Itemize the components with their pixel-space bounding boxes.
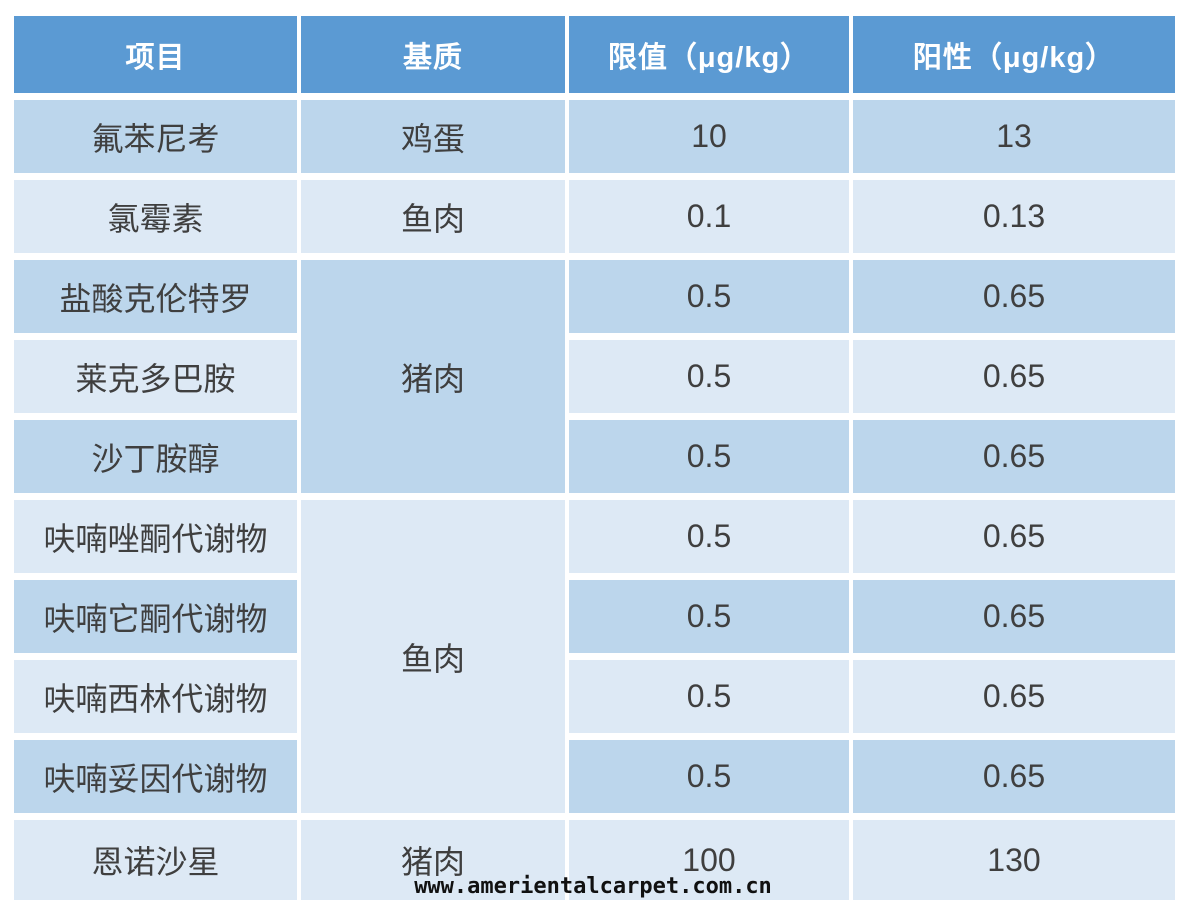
- watermark-url: www.amerientalcarpet.com.cn: [414, 874, 772, 899]
- cell-limit: 0.5: [569, 500, 849, 573]
- cell-limit: 0.5: [569, 580, 849, 653]
- cell-limit: 0.5: [569, 260, 849, 333]
- cell-positive: 13: [853, 100, 1175, 173]
- header-row: 项目 基质 限值（μg/kg） 阳性（μg/kg）: [14, 16, 1175, 93]
- table-row: 呋喃它酮代谢物 0.5 0.65: [14, 580, 1175, 653]
- header-positive: 阳性（μg/kg）: [853, 16, 1175, 93]
- cell-positive: 130: [853, 820, 1175, 900]
- cell-item: 沙丁胺醇: [14, 420, 297, 493]
- residue-limits-table: 项目 基质 限值（μg/kg） 阳性（μg/kg） 氟苯尼考 鸡蛋 10 13 …: [10, 9, 1179, 907]
- table-row: 氯霉素 鱼肉 0.1 0.13: [14, 180, 1175, 253]
- cell-limit: 100: [569, 820, 849, 900]
- header-item: 项目: [14, 16, 297, 93]
- cell-limit: 0.5: [569, 340, 849, 413]
- cell-matrix-merged: 鱼肉: [301, 500, 565, 813]
- table-row: 氟苯尼考 鸡蛋 10 13: [14, 100, 1175, 173]
- cell-limit: 0.1: [569, 180, 849, 253]
- cell-matrix-merged: 猪肉: [301, 260, 565, 493]
- cell-matrix: 鱼肉: [301, 180, 565, 253]
- cell-item: 氟苯尼考: [14, 100, 297, 173]
- cell-item: 恩诺沙星: [14, 820, 297, 900]
- table-row: 恩诺沙星 猪肉 100 130: [14, 820, 1175, 900]
- cell-positive: 0.65: [853, 500, 1175, 573]
- table-row: 莱克多巴胺 0.5 0.65: [14, 340, 1175, 413]
- table-row: 呋喃妥因代谢物 0.5 0.65: [14, 740, 1175, 813]
- cell-limit: 0.5: [569, 660, 849, 733]
- cell-item: 呋喃西林代谢物: [14, 660, 297, 733]
- cell-matrix: 猪肉: [301, 820, 565, 900]
- cell-limit: 10: [569, 100, 849, 173]
- table-row: 呋喃西林代谢物 0.5 0.65: [14, 660, 1175, 733]
- header-limit: 限值（μg/kg）: [569, 16, 849, 93]
- cell-item: 呋喃唑酮代谢物: [14, 500, 297, 573]
- cell-positive: 0.65: [853, 340, 1175, 413]
- cell-positive: 0.13: [853, 180, 1175, 253]
- header-matrix: 基质: [301, 16, 565, 93]
- cell-matrix: 鸡蛋: [301, 100, 565, 173]
- cell-item: 氯霉素: [14, 180, 297, 253]
- table-row: 沙丁胺醇 0.5 0.65: [14, 420, 1175, 493]
- cell-positive: 0.65: [853, 740, 1175, 813]
- cell-item: 呋喃妥因代谢物: [14, 740, 297, 813]
- cell-item: 盐酸克伦特罗: [14, 260, 297, 333]
- cell-item: 呋喃它酮代谢物: [14, 580, 297, 653]
- cell-positive: 0.65: [853, 420, 1175, 493]
- cell-positive: 0.65: [853, 580, 1175, 653]
- cell-limit: 0.5: [569, 740, 849, 813]
- table-row: 盐酸克伦特罗 猪肉 0.5 0.65: [14, 260, 1175, 493]
- cell-positive: 0.65: [853, 260, 1175, 333]
- table-row: 呋喃唑酮代谢物 鱼肉 0.5 0.65: [14, 500, 1175, 813]
- cell-item: 莱克多巴胺: [14, 340, 297, 413]
- cell-positive: 0.65: [853, 660, 1175, 733]
- cell-limit: 0.5: [569, 420, 849, 493]
